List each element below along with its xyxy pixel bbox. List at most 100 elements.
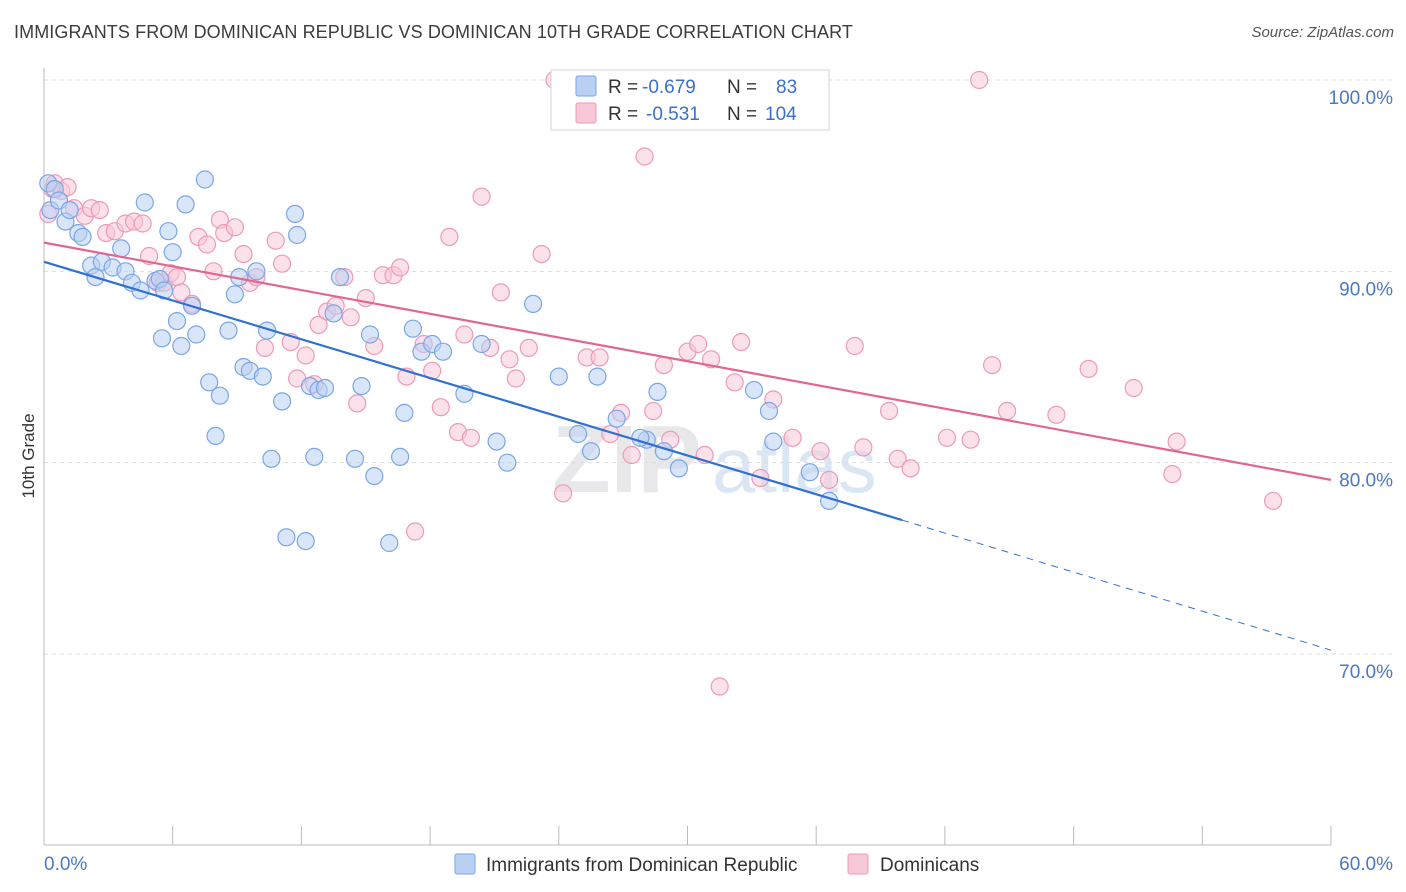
point-dominicans-100 [1167,432,1186,451]
stats-swatch-blue [575,75,597,97]
legend: Immigrants from Dominican Republic Domin… [454,853,979,876]
stats-r-label-0: R = [608,77,638,98]
point-dominicans-26 [225,218,244,237]
point-immigrants-50 [324,304,343,323]
point-immigrants-55 [365,467,384,486]
point-immigrants-78 [764,432,783,451]
point-immigrants-52 [345,449,365,468]
point-dominicans-52 [431,398,450,417]
point-dominicans-35 [296,346,315,365]
point-dominicans-62 [519,338,538,357]
stats-n-label-1: N = [727,104,757,125]
point-dominicans-31 [266,231,285,250]
point-dominicans-71 [622,445,641,465]
point-dominicans-77 [689,334,708,354]
point-dominicans-96 [1047,405,1066,424]
point-immigrants-77 [759,401,779,421]
point-immigrants-56 [380,533,399,553]
y-tick-label-70: 70.0% [1339,662,1393,683]
stats-r-value-1: -0.531 [646,104,700,125]
point-dominicans-22 [197,235,217,254]
point-immigrants-59 [403,319,422,338]
point-immigrants-43 [285,204,305,223]
point-immigrants-70 [588,367,607,386]
point-immigrants-16 [135,193,154,212]
point-dominicans-79 [710,677,729,696]
stats-r-value-0: -0.679 [642,77,696,98]
point-dominicans-57 [472,187,491,206]
data-points [39,70,1283,696]
point-dominicans-8 [90,201,109,220]
trend-lines [43,241,1332,651]
point-immigrants-58 [395,403,414,422]
legend-swatch-blue [454,853,476,875]
point-dominicans-92 [961,430,980,449]
point-dominicans-101 [1263,491,1283,510]
point-immigrants-41 [273,392,292,411]
trend-line-immigrants [43,260,903,522]
stats-r-label-1: R = [608,104,638,125]
point-dominicans-80 [725,373,744,392]
point-dominicans-23 [204,262,223,281]
point-immigrants-5 [60,201,79,220]
point-dominicans-88 [879,401,899,421]
point-immigrants-28 [195,170,214,189]
point-dominicans-37 [309,315,328,334]
point-immigrants-51 [330,268,350,287]
point-dominicans-32 [273,254,292,273]
point-dominicans-102 [819,470,839,489]
stats-n-label-0: N = [727,77,757,98]
point-dominicans-18 [167,268,187,287]
point-immigrants-64 [472,334,491,354]
point-immigrants-37 [247,262,266,281]
stats-box-frame [550,69,830,131]
point-immigrants-40 [262,449,281,468]
legend-label-dominicans: Dominicans [880,855,979,876]
y-tick-label-80: 80.0% [1339,471,1393,492]
point-dominicans-30 [255,338,274,357]
point-immigrants-47 [305,447,324,466]
point-immigrants-71 [607,409,626,428]
point-immigrants-79 [800,463,819,482]
point-immigrants-65 [487,432,506,451]
trend-line-immigrants-extension [901,519,1332,651]
legend-label-immigrants: Immigrants from Dominican Republic [486,855,798,876]
point-immigrants-27 [187,325,206,344]
point-dominicans-97 [1079,359,1098,378]
point-dominicans-85 [811,442,830,461]
point-immigrants-69 [581,442,601,461]
y-tick-labels: 70.0% 80.0% 90.0% 100.0% [1329,88,1394,683]
point-dominicans-65 [553,484,573,503]
point-dominicans-84 [783,428,802,447]
point-immigrants-19 [152,329,172,348]
stats-box: R = -0.679 N = 83 R = -0.531 N = 104 [550,69,830,131]
point-dominicans-74 [654,356,674,375]
point-dominicans-81 [731,333,751,352]
chart-title: IMMIGRANTS FROM DOMINICAN REPUBLIC VS DO… [14,22,854,42]
point-immigrants-76 [744,380,764,400]
point-immigrants-24 [172,336,191,356]
point-immigrants-31 [210,386,229,405]
x-ticks [43,826,1332,845]
source-label: Source: ZipAtlas.com [1251,24,1394,41]
point-immigrants-7 [73,227,92,246]
point-dominicans-95 [997,401,1017,421]
point-dominicans-93 [970,70,989,90]
y-tick-label-90: 90.0% [1339,279,1393,300]
point-dominicans-27 [234,245,253,264]
point-immigrants-44 [288,225,307,245]
point-immigrants-30 [206,426,225,445]
point-immigrants-38 [253,367,272,386]
point-immigrants-29 [200,373,219,392]
point-immigrants-73 [648,382,667,401]
point-dominicans-94 [982,356,1002,375]
point-immigrants-21 [159,222,178,241]
point-dominicans-41 [341,308,360,327]
point-dominicans-78 [701,350,721,369]
point-dominicans-61 [506,369,526,388]
point-dominicans-87 [854,438,873,457]
point-immigrants-32 [219,321,238,340]
point-immigrants-49 [315,378,335,398]
point-dominicans-72 [635,147,654,166]
